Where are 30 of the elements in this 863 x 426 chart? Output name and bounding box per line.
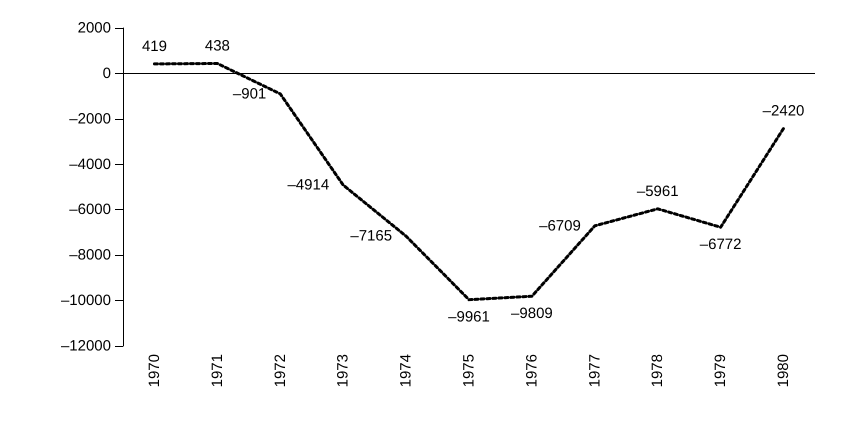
y-tick-label: –12000 (60, 338, 111, 354)
data-label: –9809 (511, 305, 553, 322)
y-tick-label: –6000 (69, 201, 111, 218)
data-label: –901 (232, 85, 266, 102)
data-label: –2420 (762, 102, 804, 120)
y-tick-label: –2000 (69, 110, 111, 128)
x-tick-label: 1975 (460, 354, 478, 388)
x-tick-label: 1979 (712, 354, 730, 388)
y-tick-label: 2000 (78, 20, 111, 36)
x-tick-label: 1973 (334, 354, 352, 388)
y-tick-label: –4000 (69, 156, 111, 173)
y-tick-label: 0 (102, 64, 111, 82)
x-tick-label: 1977 (586, 354, 604, 388)
data-label: 419 (142, 38, 167, 55)
y-tick-label: –8000 (69, 246, 111, 264)
data-label: 438 (204, 37, 230, 54)
x-tick-label: 1976 (523, 354, 540, 388)
x-tick-label: 1974 (398, 354, 415, 388)
x-tick-label: 1971 (208, 354, 226, 388)
data-label: –6709 (539, 217, 581, 234)
data-label: –7165 (350, 228, 392, 245)
data-label: –6772 (700, 236, 742, 254)
x-tick-label: 1972 (272, 354, 289, 388)
x-tick-label: 1978 (649, 354, 666, 388)
data-label: –4914 (287, 176, 330, 194)
data-label: –9961 (448, 308, 490, 326)
y-tick-label: –10000 (60, 292, 111, 310)
x-tick-label: 1970 (146, 354, 163, 388)
data-label: –5961 (636, 182, 679, 200)
x-tick-label: 1980 (775, 354, 792, 388)
